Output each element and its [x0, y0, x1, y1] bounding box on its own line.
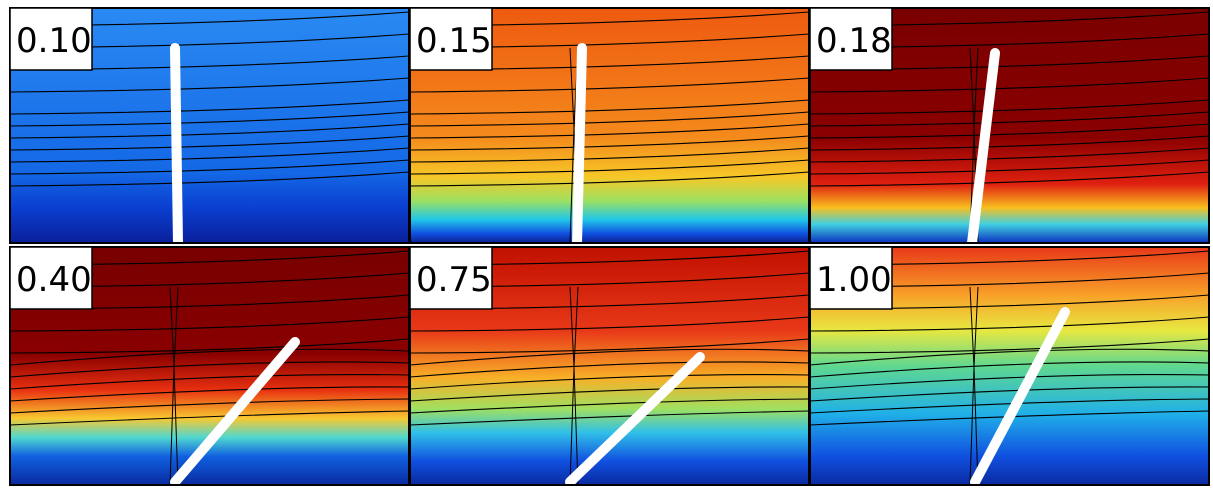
plate [170, 337, 300, 485]
streamline [10, 99, 409, 115]
streamline [810, 111, 1209, 127]
streamline [10, 123, 409, 139]
ghost-plate [169, 286, 179, 485]
streamline [810, 316, 1209, 332]
ghost-plate [569, 286, 579, 485]
streamline [410, 410, 809, 426]
label-box [409, 7, 493, 71]
label-box [9, 246, 93, 310]
streamline [410, 398, 809, 414]
label-box [809, 7, 893, 71]
time-label: 0.15 [416, 21, 492, 61]
streamline [10, 374, 409, 390]
streamline [410, 386, 809, 402]
streamline [810, 386, 1209, 402]
panel-border [809, 246, 1210, 486]
streamline [410, 316, 809, 332]
time-label: 0.18 [816, 21, 892, 61]
streamline [810, 99, 1209, 115]
streamline [10, 111, 409, 127]
streamline [410, 99, 809, 115]
streamline [10, 147, 409, 163]
streamline [10, 171, 409, 187]
streamline [810, 77, 1209, 93]
streamline [410, 374, 809, 390]
streamline [810, 147, 1209, 163]
streamline [810, 410, 1209, 426]
streamline [10, 348, 409, 366]
ghost-plate [969, 286, 979, 485]
streamline [810, 135, 1209, 151]
streamline [10, 77, 409, 93]
streamline [810, 361, 1209, 378]
streamline [810, 338, 1209, 354]
streamline [810, 348, 1209, 366]
streamline [10, 386, 409, 402]
streamline [410, 123, 809, 139]
streamline [10, 338, 409, 354]
streamline [10, 135, 409, 151]
streamline [410, 135, 809, 151]
streamline [410, 77, 809, 93]
streamline [810, 123, 1209, 139]
plate [970, 307, 1070, 485]
plate [967, 48, 1000, 243]
streamline [410, 147, 809, 163]
time-label: 1.00 [816, 260, 892, 300]
streamline [10, 316, 409, 332]
streamline [10, 361, 409, 378]
streamline [410, 171, 809, 187]
time-label: 0.40 [16, 260, 92, 300]
streamline [810, 159, 1209, 175]
streamline [410, 159, 809, 175]
streamline [410, 348, 809, 366]
streamline [10, 398, 409, 414]
streamline [410, 111, 809, 127]
streamline [410, 338, 809, 354]
plate [572, 43, 587, 243]
label-box [9, 7, 93, 71]
plate [565, 352, 705, 485]
streamline [10, 159, 409, 175]
label-box [809, 246, 893, 310]
streamline [410, 361, 809, 378]
panel-border [809, 7, 1210, 244]
time-label: 0.75 [416, 260, 492, 300]
plate [170, 43, 183, 243]
time-label: 0.10 [16, 21, 92, 61]
label-box [409, 246, 493, 310]
streamline [810, 398, 1209, 414]
streamline [810, 171, 1209, 187]
